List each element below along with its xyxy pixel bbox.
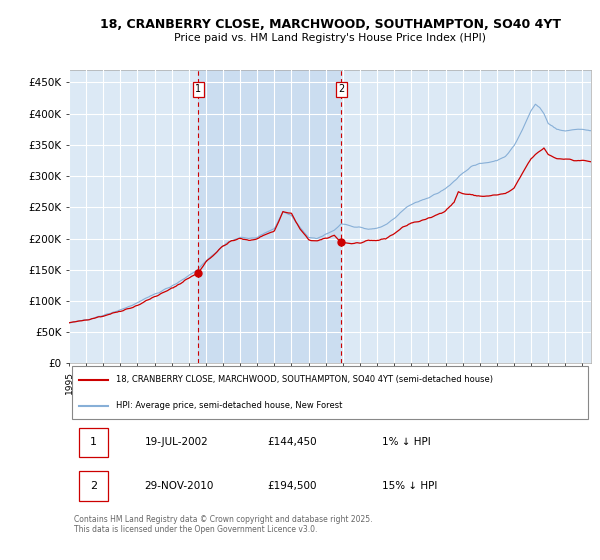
Text: 2: 2 bbox=[338, 84, 344, 94]
Text: 29-NOV-2010: 29-NOV-2010 bbox=[145, 481, 214, 491]
Text: HPI: Average price, semi-detached house, New Forest: HPI: Average price, semi-detached house,… bbox=[116, 401, 343, 410]
Text: £144,450: £144,450 bbox=[268, 437, 317, 447]
Text: Contains HM Land Registry data © Crown copyright and database right 2025.
This d: Contains HM Land Registry data © Crown c… bbox=[74, 515, 373, 534]
Text: 1: 1 bbox=[90, 437, 97, 447]
Text: 1: 1 bbox=[195, 84, 201, 94]
Text: Price paid vs. HM Land Registry's House Price Index (HPI): Price paid vs. HM Land Registry's House … bbox=[174, 33, 486, 43]
Text: 19-JUL-2002: 19-JUL-2002 bbox=[145, 437, 208, 447]
FancyBboxPatch shape bbox=[79, 472, 108, 501]
FancyBboxPatch shape bbox=[79, 428, 108, 457]
Text: 15% ↓ HPI: 15% ↓ HPI bbox=[382, 481, 437, 491]
Text: 18, CRANBERRY CLOSE, MARCHWOOD, SOUTHAMPTON, SO40 4YT: 18, CRANBERRY CLOSE, MARCHWOOD, SOUTHAMP… bbox=[100, 17, 560, 31]
Text: 2: 2 bbox=[90, 481, 97, 491]
FancyBboxPatch shape bbox=[71, 366, 589, 419]
Bar bbox=[198, 70, 341, 363]
Text: £194,500: £194,500 bbox=[268, 481, 317, 491]
Text: 1% ↓ HPI: 1% ↓ HPI bbox=[382, 437, 431, 447]
Text: 18, CRANBERRY CLOSE, MARCHWOOD, SOUTHAMPTON, SO40 4YT (semi-detached house): 18, CRANBERRY CLOSE, MARCHWOOD, SOUTHAMP… bbox=[116, 375, 493, 384]
